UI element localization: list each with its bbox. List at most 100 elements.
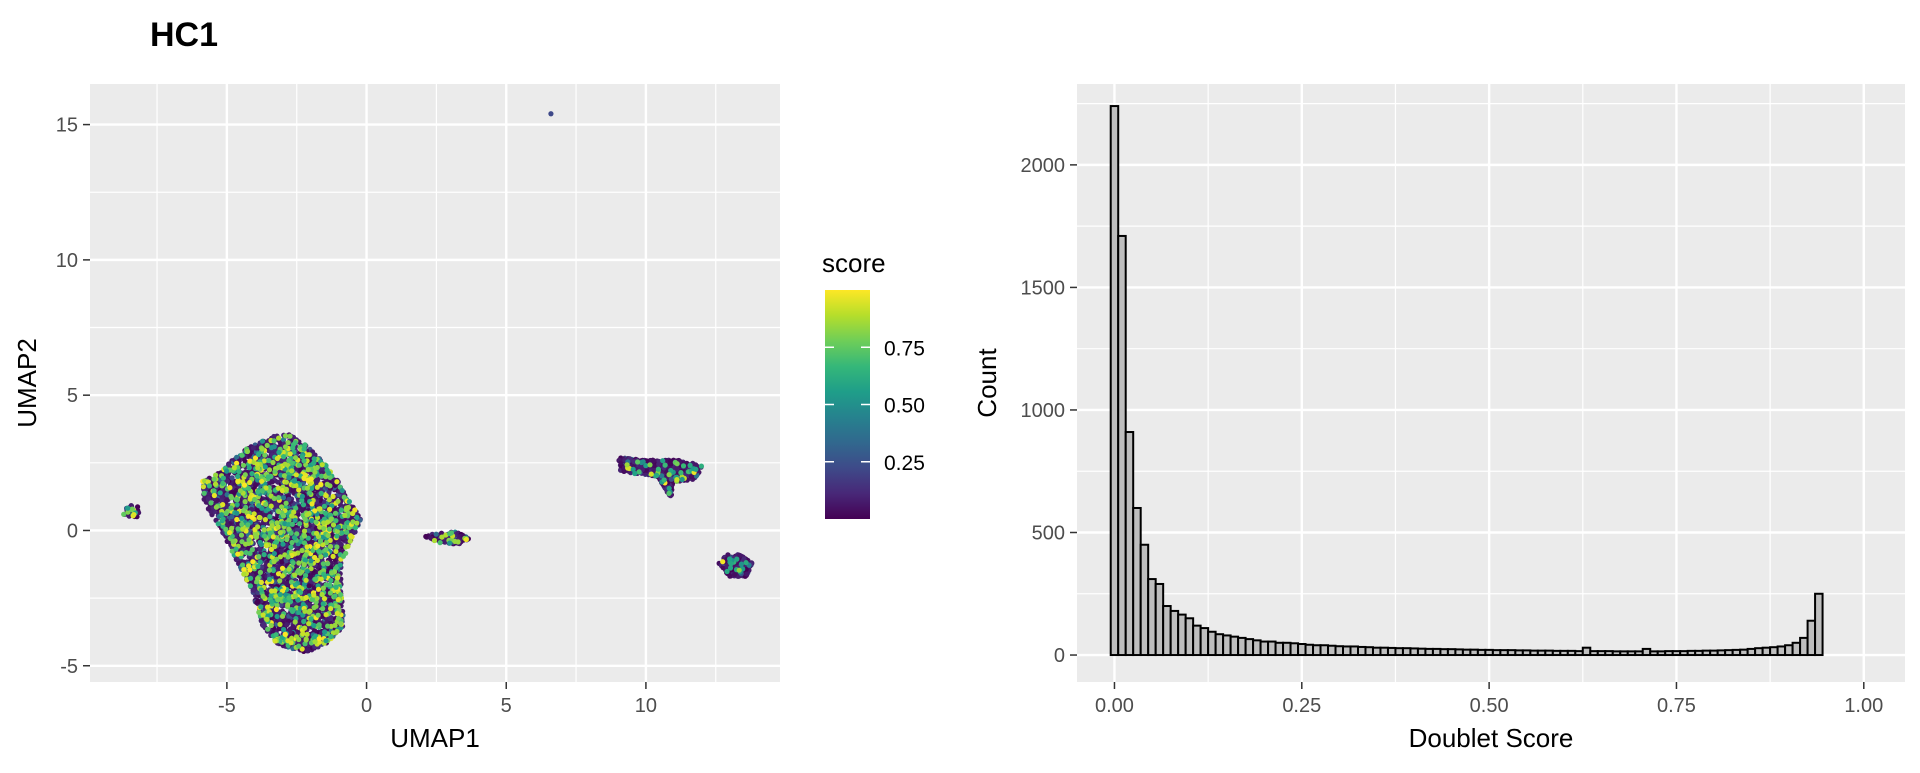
umap-point [264,617,269,622]
umap-point [307,490,312,495]
umap-point [261,594,266,599]
umap-point [298,590,303,595]
umap-point [353,525,358,530]
umap-point [259,542,264,547]
umap-point [269,588,274,593]
umap-point [304,578,309,583]
umap-point [246,514,251,519]
umap-point [251,445,256,450]
umap-point [302,562,307,567]
umap-point [305,486,310,491]
umap-point [432,538,437,543]
umap-point [311,461,316,466]
umap-point [300,454,305,459]
umap-point [239,533,244,538]
umap-point [272,551,277,556]
umap-point [339,508,344,513]
umap-point [302,626,307,631]
umap-point [260,446,265,451]
umap-point [273,638,278,643]
umap-point [277,578,282,583]
umap-point [247,567,252,572]
umap-point [296,560,301,565]
umap-point [276,486,281,491]
umap-point [320,606,325,611]
umap-point [275,597,280,602]
umap-point [328,544,333,549]
umap-point [280,614,285,619]
umap-point [249,471,254,476]
umap-point [278,592,283,597]
umap-point [283,433,288,438]
umap-point [313,577,318,582]
umap-point [243,499,248,504]
umap-point [335,499,340,504]
umap-point [279,559,284,564]
umap-point [300,494,305,499]
umap-point [280,542,285,547]
umap-point [247,465,252,470]
umap-point [256,452,261,457]
umap-point [290,522,295,527]
umap-point [297,521,302,526]
umap-point [228,505,233,510]
umap-point [284,480,289,485]
umap-point [211,488,216,493]
umap-point [323,510,328,515]
umap-point [314,531,319,536]
umap-point [272,496,277,501]
umap-point [272,444,277,449]
umap-point [296,487,301,492]
umap-point [305,478,310,483]
umap-point [276,626,281,631]
umap-point [315,465,320,470]
umap-point [230,475,235,480]
umap-point [239,453,244,458]
umap-point [336,524,341,529]
umap-point [237,469,242,474]
umap-point [239,522,244,527]
umap-point [347,499,352,504]
umap-point [284,581,289,586]
umap-point [304,595,309,600]
umap-point [321,561,326,566]
umap-point [248,576,253,581]
umap-point [334,585,339,590]
umap-point [322,629,327,634]
umap-point [291,560,296,565]
umap-point [335,611,340,616]
umap-point [311,623,316,628]
umap-point [289,468,294,473]
umap-point [286,475,291,480]
umap-point [227,485,232,490]
umap-point [255,524,260,529]
umap-point [241,572,246,577]
umap-point [267,514,272,519]
umap-point [317,550,322,555]
umap-point [246,537,251,542]
umap-point [262,527,267,532]
umap-point [320,592,325,597]
umap-point [289,513,294,518]
umap-point [348,539,353,544]
umap-point [260,488,265,493]
umap-point [247,480,252,485]
umap-point [286,458,291,463]
umap-point [335,575,340,580]
umap-point [265,443,270,448]
umap-point [290,624,295,629]
umap-point [309,616,314,621]
umap-point [327,507,332,512]
umap-point [269,479,274,484]
umap-point [234,517,239,522]
umap-point [328,634,333,639]
umap-point [333,518,338,523]
umap-point [221,476,226,481]
umap-point [121,512,126,517]
umap-point [261,612,266,617]
umap-point [241,463,246,468]
umap-point [325,624,330,629]
umap-point [306,467,311,472]
umap-point [305,544,310,549]
